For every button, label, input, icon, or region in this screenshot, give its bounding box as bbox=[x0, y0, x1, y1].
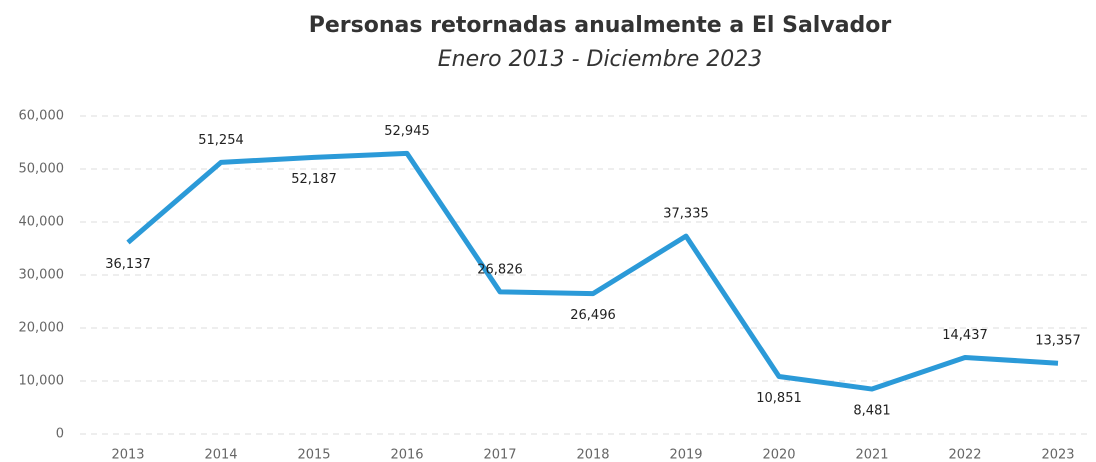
x-tick-label: 2017 bbox=[483, 448, 516, 462]
x-tick-label: 2014 bbox=[204, 448, 237, 462]
chart-title: Personas retornadas anualmente a El Salv… bbox=[309, 13, 892, 38]
x-tick-label: 2022 bbox=[948, 448, 981, 462]
line bbox=[126, 150, 1059, 392]
x-tick-label: 2021 bbox=[855, 448, 888, 462]
x-tick-label: 2018 bbox=[576, 448, 609, 462]
y-tick-label: 20,000 bbox=[19, 321, 65, 336]
data-label: 13,357 bbox=[1035, 334, 1081, 349]
x-tick-label: 2013 bbox=[111, 448, 144, 462]
x-tick-label: 2015 bbox=[297, 448, 330, 462]
y-tick-label: 50,000 bbox=[19, 162, 65, 177]
data-label: 10,851 bbox=[756, 391, 802, 406]
y-tick-label: 10,000 bbox=[19, 374, 65, 389]
data-label: 14,437 bbox=[942, 328, 988, 343]
data-label: 8,481 bbox=[853, 404, 890, 419]
data-label: 52,187 bbox=[291, 172, 337, 187]
y-tick-label: 40,000 bbox=[19, 215, 65, 230]
data-label: 36,137 bbox=[105, 257, 151, 272]
data-label: 51,254 bbox=[198, 133, 244, 148]
y-tick-label: 60,000 bbox=[19, 109, 65, 124]
y-tick-label: 0 bbox=[56, 427, 64, 442]
x-tick-label: 2019 bbox=[669, 448, 702, 462]
x-tick-label: 2023 bbox=[1041, 448, 1074, 462]
x-tick-label: 2016 bbox=[390, 448, 423, 462]
data-label: 52,945 bbox=[384, 124, 430, 139]
data-label: 26,496 bbox=[570, 308, 616, 323]
x-tick-label: 2020 bbox=[762, 448, 795, 462]
data-label: 37,335 bbox=[663, 207, 709, 222]
data-label: 26,826 bbox=[477, 262, 523, 277]
y-tick-label: 30,000 bbox=[19, 268, 65, 283]
chart-subtitle: Enero 2013 - Diciembre 2023 bbox=[438, 47, 763, 72]
